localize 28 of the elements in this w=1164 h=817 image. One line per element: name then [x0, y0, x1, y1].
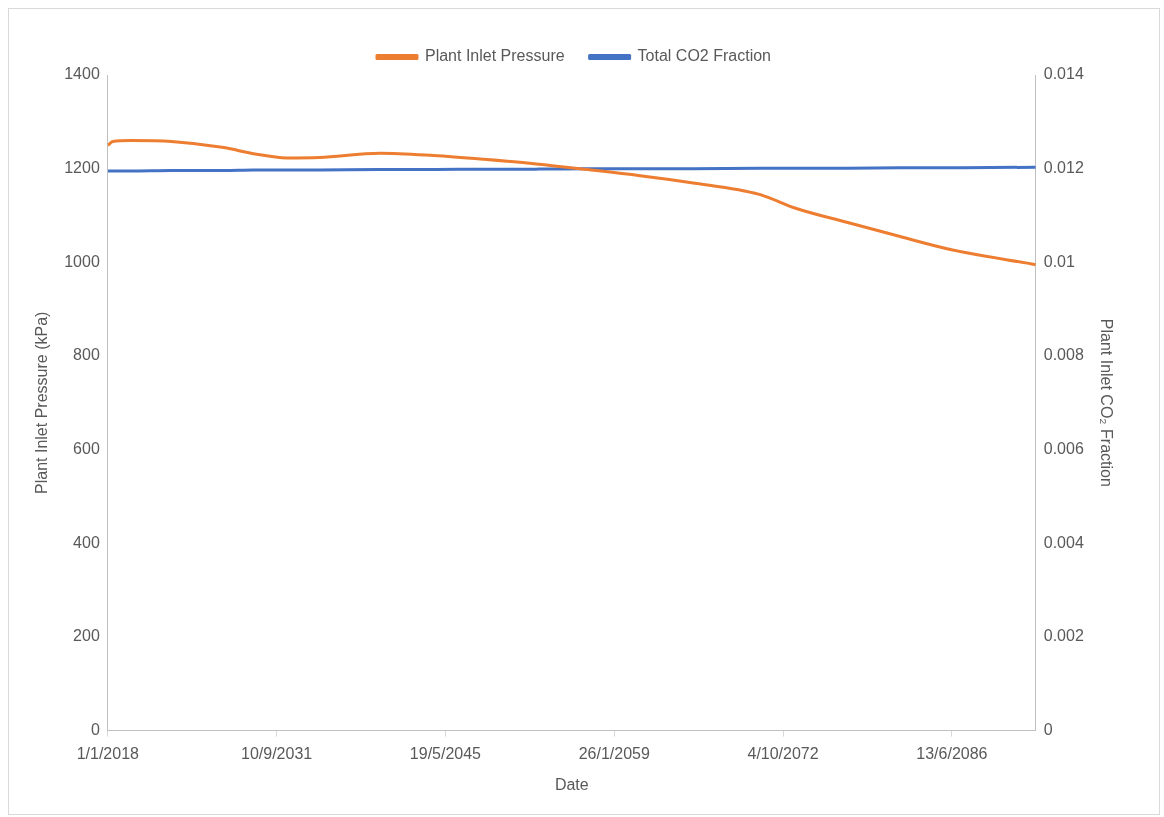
y-tick-label: 600 — [73, 440, 100, 458]
x-tick-label: 10/9/2031 — [241, 744, 313, 762]
legend-label: Plant Inlet Pressure — [425, 47, 565, 65]
x-tick-label: 4/10/2072 — [747, 744, 819, 762]
line-series — [107, 139, 1036, 267]
y2-tick-label: 0.012 — [1043, 159, 1084, 177]
x-tick-label: 13/6/2086 — [916, 744, 988, 762]
y2-axis-title: Plant Inlet CO₂ Fraction — [1097, 318, 1115, 487]
legend-label: Total CO2 Fraction — [637, 47, 772, 65]
y-tick-label: 1200 — [64, 159, 100, 177]
y-tick-label: 1000 — [64, 252, 100, 270]
y2-tick-label: 0.014 — [1043, 65, 1084, 83]
y-axis-title: Plant Inlet Pressure (kPa) — [33, 311, 51, 494]
y-tick-label: 200 — [73, 627, 100, 645]
y2-tick-label: 0.004 — [1043, 533, 1084, 551]
x-tick-label: 19/5/2045 — [409, 744, 482, 762]
x-axis-title: Date — [554, 775, 589, 793]
x-tick-label: 1/1/2018 — [76, 744, 140, 762]
y2-tick-label: 0.01 — [1043, 252, 1075, 270]
x-tick-label: 26/1/2059 — [578, 744, 650, 762]
y-tick-label: 1400 — [64, 65, 100, 83]
y-tick-label: 400 — [73, 533, 100, 551]
y-tick-label: 800 — [73, 346, 100, 364]
y2-tick-label: 0.006 — [1043, 440, 1084, 458]
y2-tick-label: 0.002 — [1043, 627, 1084, 645]
y2-tick-label: 0 — [1043, 721, 1053, 739]
y2-tick-label: 0.008 — [1043, 346, 1084, 364]
y-tick-label: 0 — [90, 721, 100, 739]
